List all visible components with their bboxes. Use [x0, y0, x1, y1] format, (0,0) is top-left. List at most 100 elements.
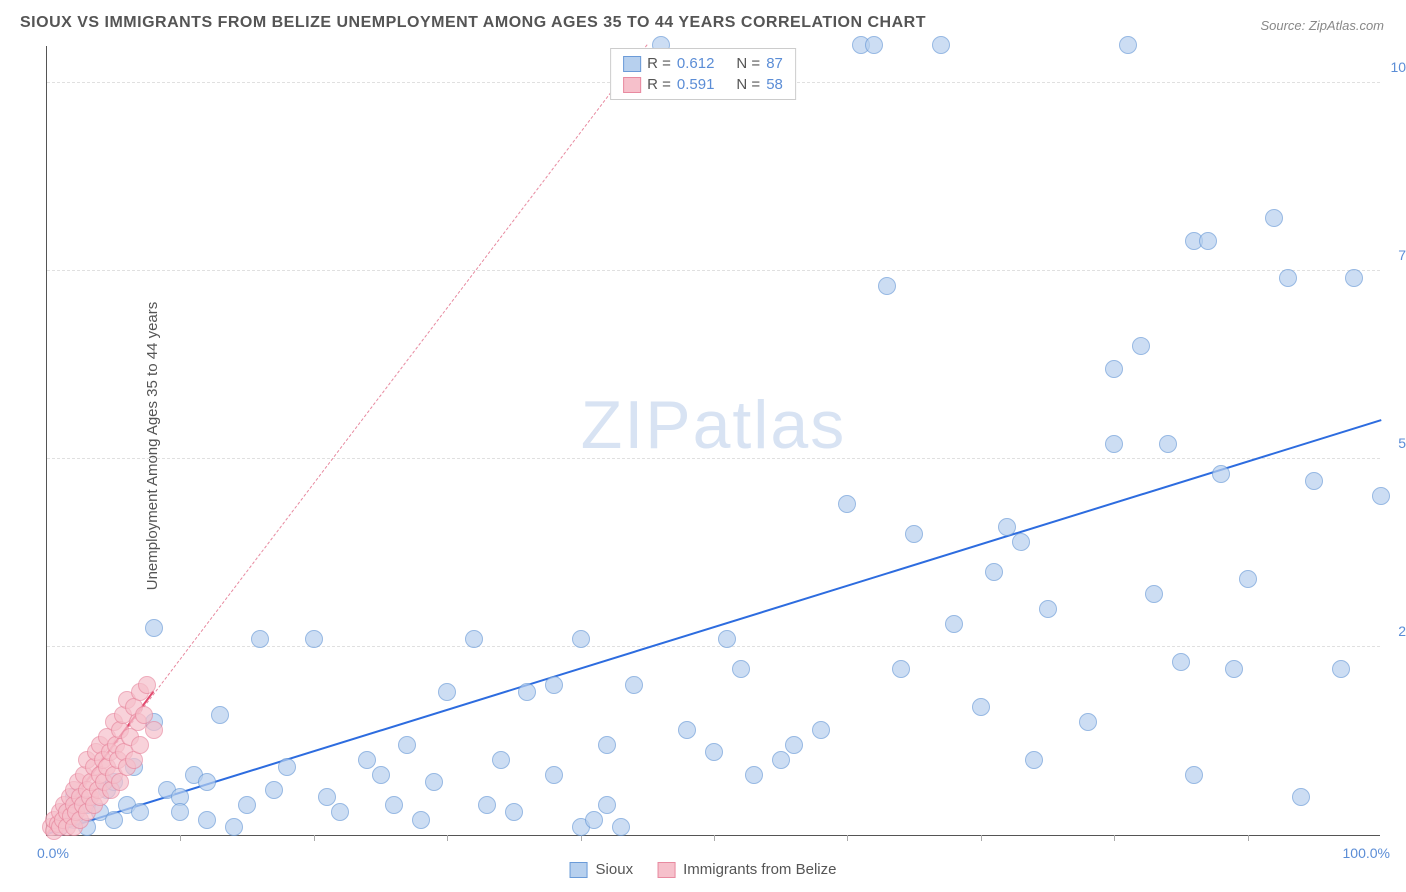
data-point — [105, 811, 123, 829]
data-point — [1332, 660, 1350, 678]
data-point — [598, 796, 616, 814]
data-point — [412, 811, 430, 829]
correlation-legend-row: R =0.591N =58 — [623, 74, 783, 95]
y-tick-label: 50.0% — [1388, 435, 1406, 451]
data-point — [225, 818, 243, 836]
legend-swatch — [623, 77, 641, 93]
data-point — [171, 803, 189, 821]
regression-line — [47, 419, 1382, 835]
data-point — [278, 758, 296, 776]
legend-swatch — [657, 862, 675, 878]
data-point — [1172, 653, 1190, 671]
x-tick-label-max: 100.0% — [1343, 845, 1390, 861]
x-tick — [314, 835, 315, 841]
data-point — [1025, 751, 1043, 769]
data-point — [438, 683, 456, 701]
data-point — [211, 706, 229, 724]
legend-n-label: N = — [736, 55, 760, 72]
data-point — [478, 796, 496, 814]
data-point — [1199, 232, 1217, 250]
data-point — [545, 676, 563, 694]
plot-area: ZIPatlas 25.0%50.0%75.0%100.0%0.0%100.0% — [46, 46, 1380, 836]
data-point — [892, 660, 910, 678]
legend-r-label: R = — [647, 55, 671, 72]
data-point — [1159, 435, 1177, 453]
data-point — [905, 525, 923, 543]
data-point — [492, 751, 510, 769]
x-tick-label-min: 0.0% — [37, 845, 69, 861]
data-point — [1119, 36, 1137, 54]
gridline-h — [47, 458, 1380, 459]
gridline-h — [47, 646, 1380, 647]
data-point — [251, 630, 269, 648]
watermark-zip: ZIP — [581, 387, 693, 463]
series-legend-item: Immigrants from Belize — [657, 861, 836, 878]
legend-swatch — [623, 56, 641, 72]
data-point — [785, 736, 803, 754]
data-point — [772, 751, 790, 769]
data-point — [718, 630, 736, 648]
data-point — [705, 743, 723, 761]
x-tick — [447, 835, 448, 841]
data-point — [465, 630, 483, 648]
data-point — [131, 736, 149, 754]
data-point — [878, 277, 896, 295]
data-point — [745, 766, 763, 784]
data-point — [238, 796, 256, 814]
data-point — [265, 781, 283, 799]
data-point — [1012, 533, 1030, 551]
data-point — [398, 736, 416, 754]
data-point — [678, 721, 696, 739]
x-tick — [180, 835, 181, 841]
series-legend: Sioux Immigrants from Belize — [570, 861, 837, 878]
data-point — [1265, 209, 1283, 227]
legend-r-value: 0.612 — [677, 55, 715, 72]
data-point — [612, 818, 630, 836]
legend-r-value: 0.591 — [677, 76, 715, 93]
legend-swatch — [570, 862, 588, 878]
data-point — [131, 803, 149, 821]
data-point — [518, 683, 536, 701]
series-legend-item: Sioux — [570, 861, 634, 878]
data-point — [1239, 570, 1257, 588]
data-point — [572, 630, 590, 648]
x-tick — [1114, 835, 1115, 841]
x-tick — [714, 835, 715, 841]
data-point — [598, 736, 616, 754]
legend-n-value: 58 — [766, 76, 783, 93]
data-point — [198, 811, 216, 829]
data-point — [545, 766, 563, 784]
x-tick — [1248, 835, 1249, 841]
data-point — [145, 619, 163, 637]
gridline-h — [47, 270, 1380, 271]
legend-n-value: 87 — [766, 55, 783, 72]
data-point — [732, 660, 750, 678]
data-point — [865, 36, 883, 54]
series-legend-label: Immigrants from Belize — [683, 861, 836, 878]
data-point — [1145, 585, 1163, 603]
data-point — [505, 803, 523, 821]
watermark-atlas: atlas — [693, 387, 847, 463]
y-tick-label: 25.0% — [1388, 623, 1406, 639]
data-point — [198, 773, 216, 791]
data-point — [1039, 600, 1057, 618]
correlation-legend-row: R = 0.612 N = 87 — [623, 53, 783, 74]
data-point — [1079, 713, 1097, 731]
chart-container: SIOUX VS IMMIGRANTS FROM BELIZE UNEMPLOY… — [0, 0, 1406, 892]
data-point — [1292, 788, 1310, 806]
data-point — [145, 721, 163, 739]
data-point — [1225, 660, 1243, 678]
data-point — [998, 518, 1016, 536]
data-point — [1132, 337, 1150, 355]
data-point — [838, 495, 856, 513]
data-point — [1279, 269, 1297, 287]
data-point — [372, 766, 390, 784]
data-point — [318, 788, 336, 806]
data-point — [1105, 435, 1123, 453]
chart-title: SIOUX VS IMMIGRANTS FROM BELIZE UNEMPLOY… — [20, 14, 926, 32]
data-point — [985, 563, 1003, 581]
data-point — [138, 676, 156, 694]
data-point — [945, 615, 963, 633]
watermark: ZIPatlas — [581, 386, 846, 464]
data-point — [358, 751, 376, 769]
